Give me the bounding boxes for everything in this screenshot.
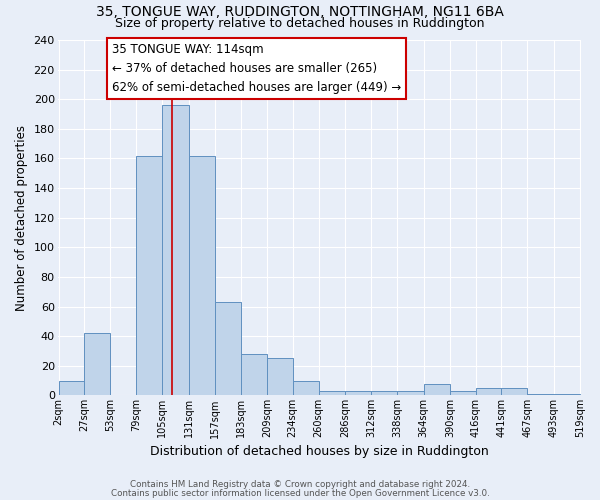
Bar bbox=[268, 358, 293, 396]
Bar bbox=[163, 105, 188, 396]
Bar bbox=[476, 388, 501, 396]
Bar bbox=[424, 384, 450, 396]
Text: Contains public sector information licensed under the Open Government Licence v3: Contains public sector information licen… bbox=[110, 488, 490, 498]
Bar bbox=[501, 388, 527, 396]
Bar bbox=[527, 394, 554, 396]
Bar bbox=[345, 391, 371, 396]
Text: 35 TONGUE WAY: 114sqm
← 37% of detached houses are smaller (265)
62% of semi-det: 35 TONGUE WAY: 114sqm ← 37% of detached … bbox=[112, 43, 401, 94]
Bar bbox=[397, 391, 424, 396]
Bar bbox=[450, 391, 476, 396]
Bar bbox=[554, 394, 580, 396]
Bar bbox=[188, 156, 215, 396]
Text: Contains HM Land Registry data © Crown copyright and database right 2024.: Contains HM Land Registry data © Crown c… bbox=[130, 480, 470, 489]
Bar bbox=[215, 302, 241, 396]
Bar bbox=[136, 156, 163, 396]
Text: Size of property relative to detached houses in Ruddington: Size of property relative to detached ho… bbox=[115, 18, 485, 30]
Text: 35, TONGUE WAY, RUDDINGTON, NOTTINGHAM, NG11 6BA: 35, TONGUE WAY, RUDDINGTON, NOTTINGHAM, … bbox=[96, 5, 504, 19]
Bar bbox=[241, 354, 268, 396]
Bar bbox=[84, 333, 110, 396]
Bar bbox=[371, 391, 397, 396]
Bar bbox=[59, 380, 84, 396]
Bar bbox=[293, 380, 319, 396]
X-axis label: Distribution of detached houses by size in Ruddington: Distribution of detached houses by size … bbox=[150, 444, 488, 458]
Bar bbox=[319, 391, 345, 396]
Y-axis label: Number of detached properties: Number of detached properties bbox=[15, 124, 28, 310]
